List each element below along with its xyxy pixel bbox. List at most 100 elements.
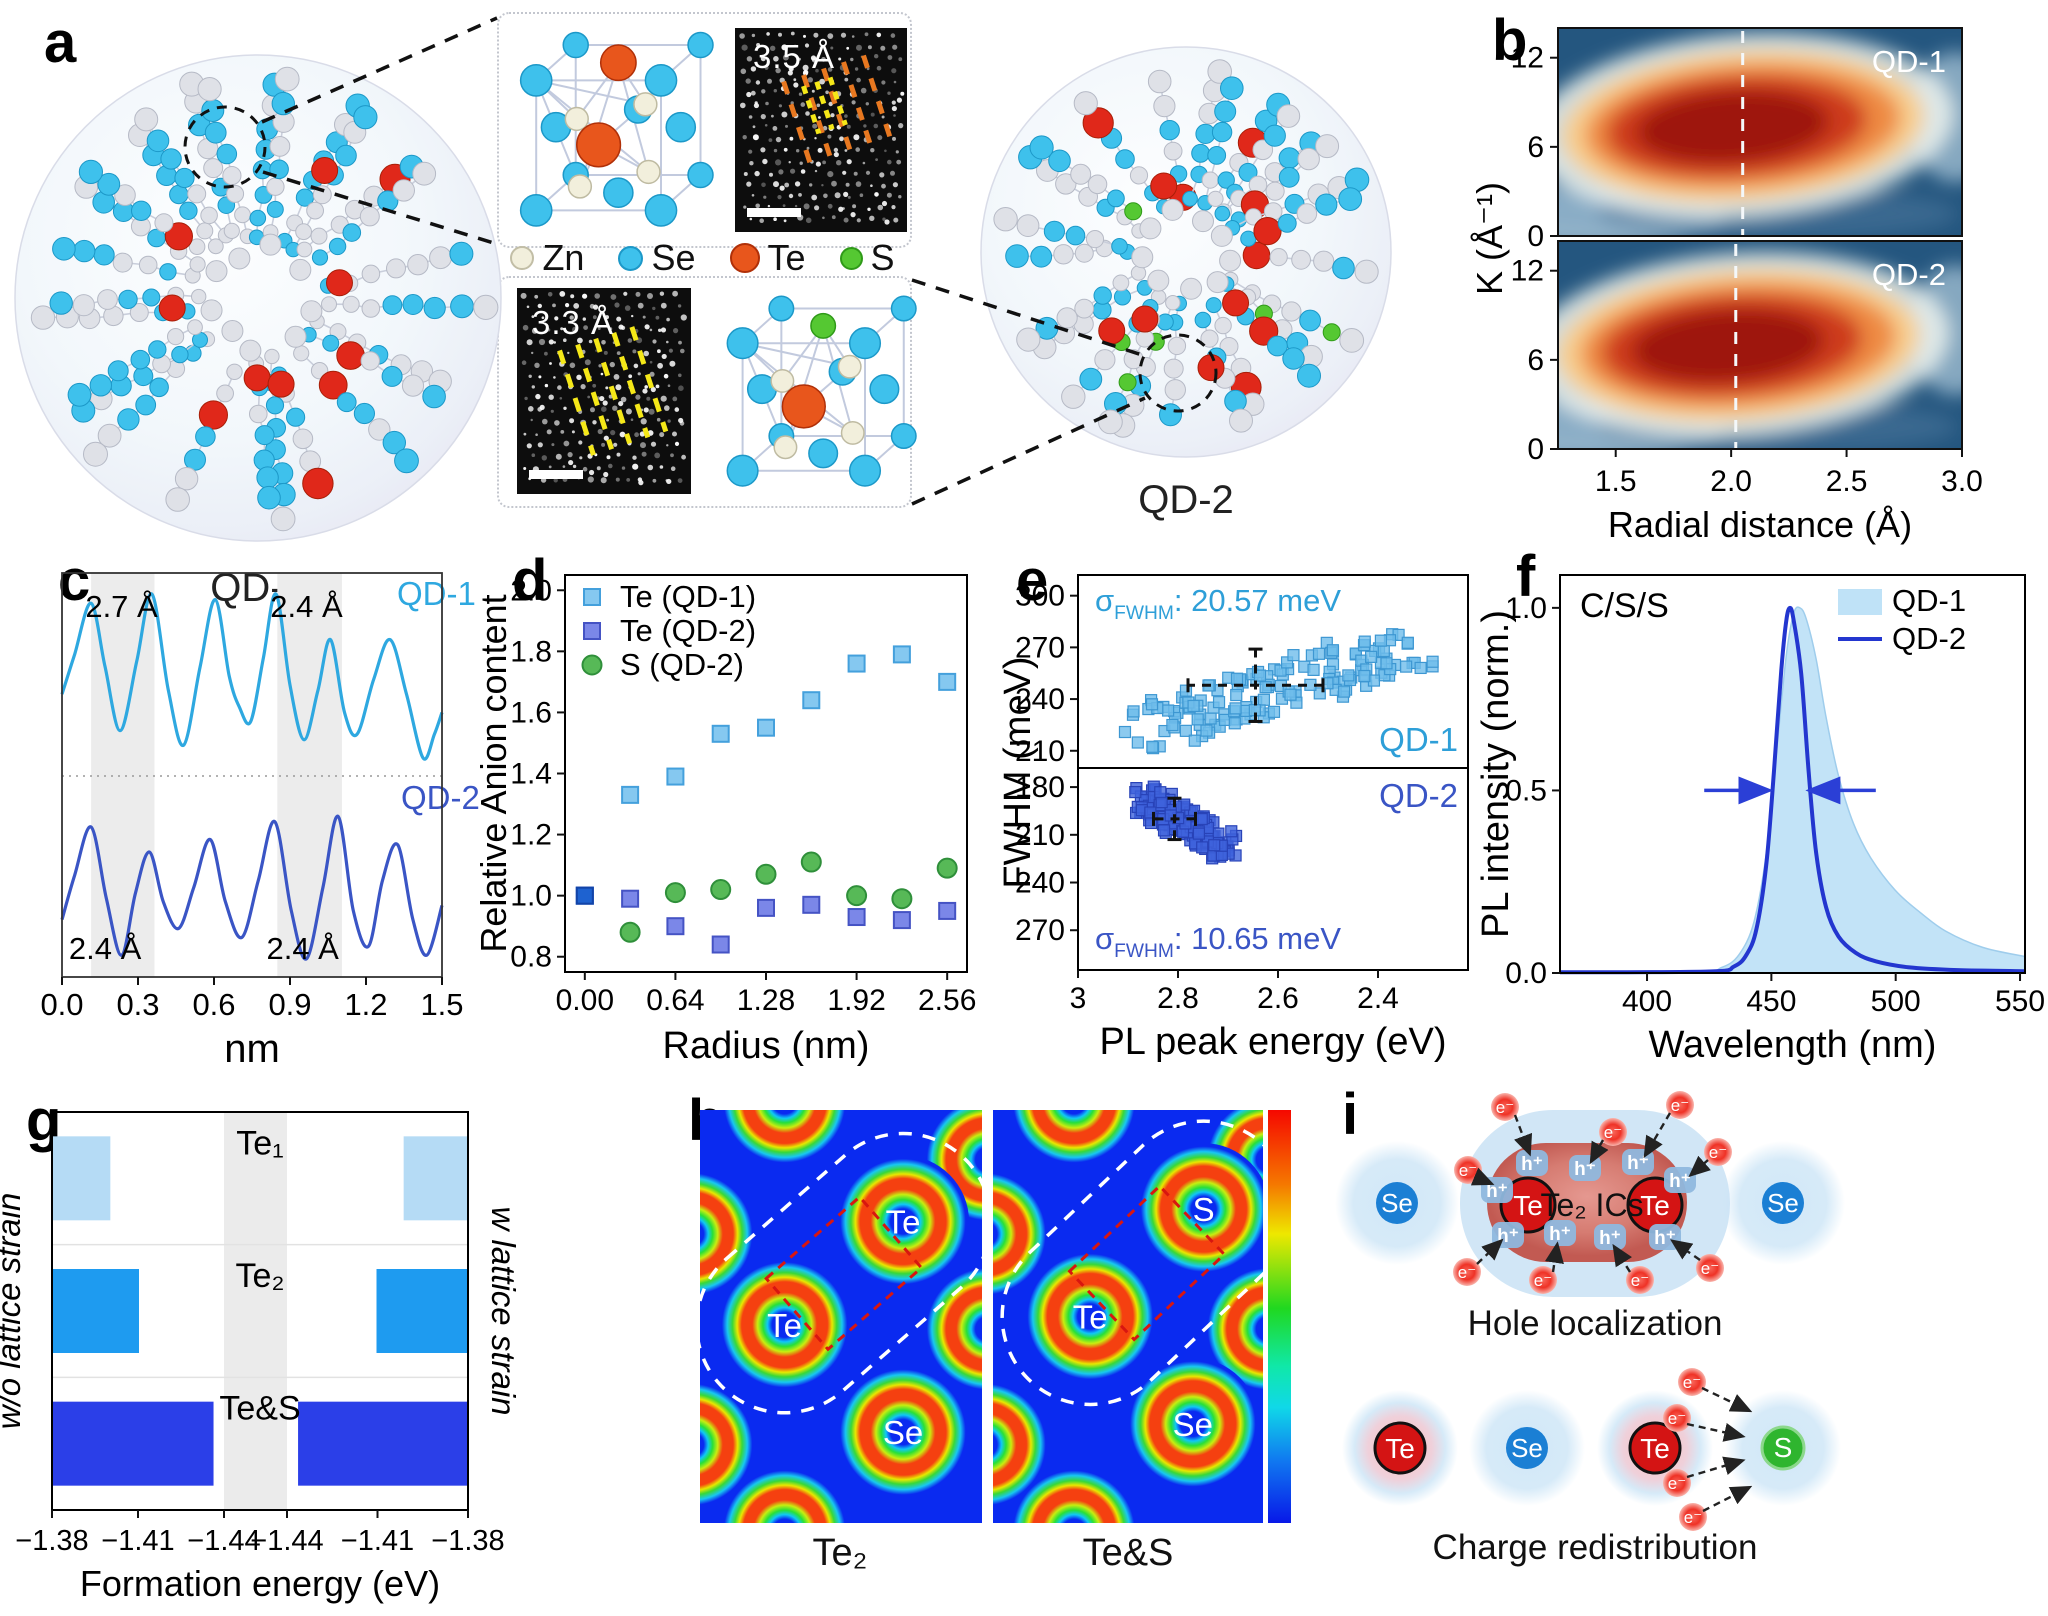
transfer-arrow	[1470, 1167, 1495, 1186]
scatter-point	[1129, 785, 1142, 799]
inset-box-bottom	[497, 276, 912, 508]
electron-icon	[1678, 1368, 1706, 1396]
qd2-zoom-circle	[1138, 333, 1218, 413]
hole-label: h⁺	[1497, 1226, 1519, 1247]
x-tick-label: −1.41	[101, 1525, 174, 1557]
panel-i-letter: i	[1342, 1082, 1359, 1147]
data-point	[621, 889, 640, 908]
scatter-point	[1380, 657, 1393, 670]
tem-scale-label-bottom: 3.3 Å	[532, 304, 615, 341]
data-point	[757, 898, 775, 917]
x-axis-label: Formation energy (eV)	[80, 1563, 440, 1604]
defect-pair-outline	[700, 1131, 982, 1415]
te2-ics-label: Te₂ ICs	[1540, 1187, 1643, 1223]
x-tick-label: −1.41	[341, 1525, 414, 1557]
electron-icon	[1696, 1254, 1724, 1282]
right-axis-label: w lattice strain	[485, 1206, 522, 1415]
data-point	[664, 882, 686, 904]
scatter-point	[1145, 698, 1159, 711]
lattice-guide-line	[611, 332, 651, 439]
legend-item-se: Se	[618, 237, 696, 279]
panel-e-letter: e	[1016, 548, 1049, 613]
y-tick-label: 12	[1511, 255, 1544, 288]
scatter-point	[1146, 740, 1159, 753]
atom-Te	[1373, 1421, 1427, 1475]
atom-Se	[1506, 1427, 1548, 1469]
s-atom-icon	[839, 246, 863, 270]
atom-label-Te: Te	[1385, 1433, 1415, 1464]
colorbar	[1268, 1110, 1291, 1523]
sigma-annotation: σFWHM: 20.57 meV	[1095, 583, 1341, 624]
y-tick-label: 1.4	[510, 758, 552, 791]
electron-label: e⁻	[1631, 1271, 1649, 1290]
charge-redistribution-caption: Charge redistribution	[1432, 1528, 1758, 1567]
scatter-point	[1374, 634, 1387, 647]
zoom-connector-line	[262, 170, 498, 246]
charge-density-map-0	[700, 1110, 982, 1523]
distance-annotation: 2.4 Å	[266, 931, 339, 966]
y-tick-label: 180	[1015, 771, 1065, 804]
hole-label: h⁺	[1654, 1228, 1676, 1249]
legend-label: Te (QD-1)	[620, 579, 756, 614]
heatmap-panel-QD-1	[1558, 28, 1962, 236]
atom-label-Te: Te	[1640, 1433, 1670, 1464]
tem-image	[517, 288, 691, 494]
profile-curve-QD-2	[60, 814, 444, 961]
x-tick-label: 3	[1070, 982, 1087, 1015]
x-tick-label: 0.00	[556, 984, 614, 1017]
distance-annotation: 2.4 Å	[270, 589, 343, 624]
transfer-arrow	[1670, 1239, 1701, 1261]
y-tick-label: 0	[1527, 220, 1544, 253]
atom-Se	[1762, 1182, 1804, 1224]
bar-left-Te₂	[53, 1269, 139, 1353]
transfer-arrow	[1589, 1139, 1609, 1165]
electron-label: e⁻	[1683, 1373, 1701, 1392]
hole-label: h⁺	[1574, 1159, 1596, 1180]
x-axis-label: Wavelength (nm)	[1649, 1024, 1937, 1066]
x-tick-label: 0.3	[116, 987, 159, 1022]
qd1-spectrum-area	[1559, 606, 2026, 974]
map-caption-te2: Te₂	[812, 1532, 868, 1574]
y-tick-label: 300	[1015, 580, 1065, 613]
tem-scalebar	[747, 208, 801, 217]
scatter-point	[1365, 650, 1378, 663]
scatter-point	[1127, 705, 1140, 718]
scatter-point	[1377, 644, 1390, 658]
scatter-point	[1414, 661, 1427, 675]
scatter-point	[1267, 705, 1281, 718]
scatter-point	[1342, 669, 1355, 682]
transfer-arrow	[1612, 1243, 1633, 1273]
x-tick-label: −1.38	[431, 1525, 504, 1557]
data-point	[802, 895, 821, 914]
y-tick-label: 210	[1015, 735, 1065, 768]
legend-label-qd2: QD-2	[1892, 621, 1966, 656]
legend-swatch-qd1	[1838, 589, 1882, 615]
data-point	[892, 645, 911, 664]
hole-label: h⁺	[1549, 1224, 1571, 1245]
scatter-point	[1401, 636, 1414, 649]
tem-image	[735, 28, 907, 232]
x-tick-label: 400	[1622, 985, 1672, 1018]
tem-scalebar	[529, 470, 583, 479]
atom-label-Te: Te	[886, 1204, 921, 1241]
data-point	[938, 901, 957, 920]
sigma-annotation: σFWHM: 10.65 meV	[1095, 921, 1341, 962]
y-tick-label: 270	[1015, 631, 1065, 664]
y-axis-label: K (Å⁻¹)	[1469, 182, 1510, 295]
category-label: Te₂	[235, 1257, 284, 1295]
hole-label: h⁺	[1486, 1181, 1508, 1202]
scatter-point	[1157, 824, 1171, 837]
y-tick-label: 1.0	[1505, 592, 1547, 625]
data-point	[936, 857, 958, 879]
electron-icon	[1529, 1266, 1557, 1294]
electron-icon	[1453, 1258, 1481, 1286]
data-point	[619, 921, 641, 943]
transfer-arrow	[1643, 1112, 1672, 1159]
category-label: Te₁	[236, 1124, 283, 1162]
scatter-point	[1155, 796, 1168, 809]
panel-a-letter: a	[44, 10, 77, 75]
panel-c-chart: QD-1 2.7 Å 2.4 Å QD-2 2.4 Å 2.4 Å 0.0 0.3 0.6 0.9…	[40, 572, 480, 1071]
legend-marker	[583, 588, 601, 606]
